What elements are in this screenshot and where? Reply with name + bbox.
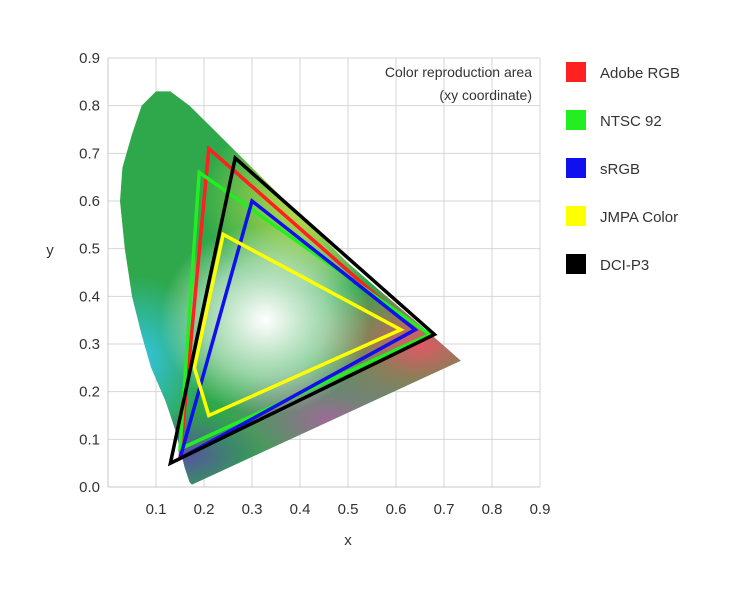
legend-swatch xyxy=(566,62,586,82)
y-tick-label: 0.0 xyxy=(79,479,100,496)
annotation-line-1: Color reproduction area xyxy=(385,64,532,80)
gamut-jmpa-color xyxy=(192,231,405,418)
legend-label: Adobe RGB xyxy=(600,65,680,82)
x-tick-label: 0.6 xyxy=(386,501,407,518)
legend-swatch xyxy=(566,110,586,130)
y-tick-label: 0.8 xyxy=(79,98,100,115)
plot-frame xyxy=(107,58,540,488)
legend-label: JMPA Color xyxy=(600,209,678,226)
y-axis-ticks: 0.0 0.1 0.2 0.3 0.4 0.5 0.6 0.7 0.8 0.9 xyxy=(79,50,100,496)
y-tick-label: 0.3 xyxy=(79,336,100,353)
x-tick-label: 0.9 xyxy=(530,501,551,518)
x-axis-ticks: 0.1 0.2 0.3 0.4 0.5 0.6 0.7 0.8 0.9 xyxy=(146,501,551,518)
x-tick-label: 0.1 xyxy=(146,501,167,518)
legend-swatch xyxy=(566,206,586,226)
y-tick-label: 0.6 xyxy=(79,193,100,210)
y-tick-label: 0.7 xyxy=(79,145,100,162)
x-tick-label: 0.7 xyxy=(434,501,455,518)
gamut-triangles xyxy=(167,145,438,467)
legend-label: sRGB xyxy=(600,161,640,178)
x-axis-label: x xyxy=(344,532,352,549)
annotation-line-2: (xy coordinate) xyxy=(439,87,532,103)
x-tick-label: 0.4 xyxy=(290,501,311,518)
y-tick-label: 0.5 xyxy=(79,241,100,258)
y-tick-label: 0.9 xyxy=(79,50,100,67)
legend-swatch xyxy=(566,158,586,178)
x-tick-label: 0.2 xyxy=(194,501,215,518)
x-tick-label: 0.5 xyxy=(338,501,359,518)
y-tick-label: 0.4 xyxy=(79,288,100,305)
legend-label: NTSC 92 xyxy=(600,113,662,130)
legend: Adobe RGB NTSC 92 sRGB JMPA Color DCI-P3 xyxy=(566,62,680,274)
spectral-locus xyxy=(120,91,461,485)
gamut-dci-p3 xyxy=(167,154,438,467)
x-tick-label: 0.3 xyxy=(242,501,263,518)
legend-swatch xyxy=(566,254,586,274)
y-tick-label: 0.2 xyxy=(79,384,100,401)
legend-label: DCI-P3 xyxy=(600,257,649,274)
x-tick-label: 0.8 xyxy=(482,501,503,518)
y-tick-label: 0.1 xyxy=(79,431,100,448)
gamut-srgb xyxy=(177,198,419,462)
y-axis-label: y xyxy=(46,242,54,259)
